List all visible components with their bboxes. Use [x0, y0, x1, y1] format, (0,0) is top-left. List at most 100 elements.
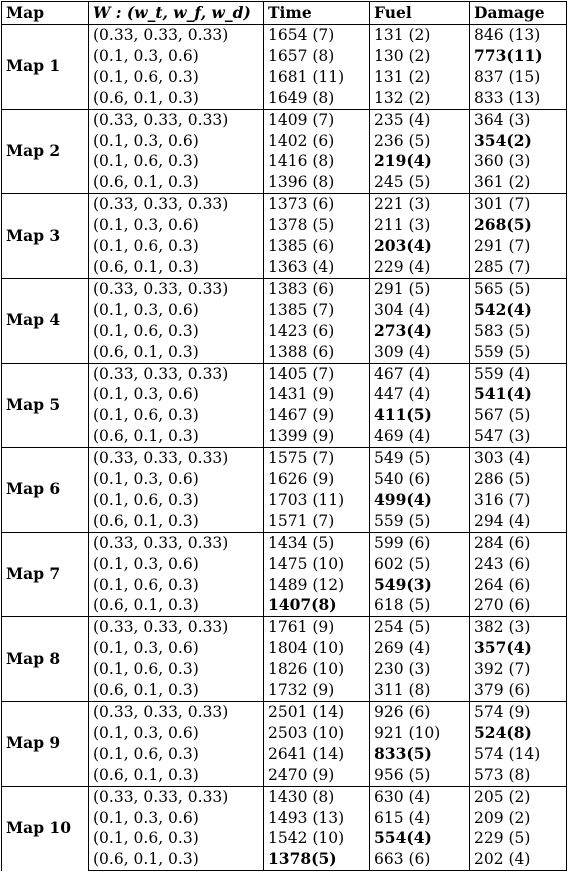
- table-row: Map 8 (0.33, 0.33, 0.33) 1761 (9) 254 (5) 38…: [1, 616, 567, 702]
- weights-cell: (0.1, 0.6, 0.3): [88, 828, 264, 850]
- damage-cell: 294 (4): [469, 510, 567, 533]
- time-cell: 1826 (10): [263, 659, 370, 681]
- time-cell: 1363 (4): [263, 256, 370, 279]
- time-cell: 1378 (5): [263, 215, 370, 237]
- fuel-cell: 921 (10): [369, 722, 470, 744]
- map-name-cell: Map 3: [1, 193, 89, 279]
- damage-cell: 268(5): [469, 215, 567, 237]
- fuel-cell: 219(4): [369, 151, 470, 173]
- weights-cell: (0.6, 0.1, 0.3): [88, 595, 264, 618]
- weights-cell: (0.1, 0.6, 0.3): [88, 743, 264, 765]
- damage-cell: 567 (5): [469, 405, 567, 427]
- damage-cell: 285 (7): [469, 256, 567, 279]
- weights-cell: (0.1, 0.3, 0.6): [88, 807, 264, 829]
- fuel-cell: 254 (5): [369, 616, 470, 639]
- map-name-cell: Map 1: [1, 24, 89, 110]
- time-cell: 1489 (12): [263, 574, 370, 596]
- weights-cell: (0.1, 0.6, 0.3): [88, 320, 264, 342]
- damage-cell: 364 (3): [469, 108, 567, 131]
- map-name-cell: Map 10: [1, 785, 89, 871]
- fuel-cell: 447 (4): [369, 384, 470, 406]
- fuel-cell: 926 (6): [369, 700, 470, 723]
- table-row: (0.6, 0.1, 0.3) 1363 (4) 229 (4) 285 (7): [2, 256, 567, 279]
- time-cell: 1409 (7): [263, 108, 370, 131]
- weights-cell: (0.33, 0.33, 0.33): [88, 700, 264, 723]
- weights-cell: (0.1, 0.3, 0.6): [88, 384, 264, 406]
- weights-cell: (0.33, 0.33, 0.33): [88, 108, 264, 131]
- table-row: (0.6, 0.1, 0.3) 1732 (9) 311 (8) 379 (6): [2, 680, 567, 703]
- map-name-cell: Map 7: [1, 531, 89, 617]
- damage-cell: 583 (5): [469, 320, 567, 342]
- fuel-cell: 304 (4): [369, 299, 470, 321]
- fuel-cell: 230 (3): [369, 659, 470, 681]
- time-cell: 1703 (11): [263, 489, 370, 511]
- table-row: (0.1, 0.3, 0.6) 1402 (6) 236 (5) 354(2): [2, 130, 567, 152]
- weights-cell: (0.1, 0.3, 0.6): [88, 45, 264, 67]
- fuel-cell: 467 (4): [369, 362, 470, 385]
- fuel-cell: 663 (6): [369, 849, 470, 872]
- table-row: Map 10 (0.33, 0.33, 0.33) 1430 (8) 630 (4) 2…: [1, 785, 567, 871]
- fuel-cell: 245 (5): [369, 172, 470, 195]
- fuel-cell: 269 (4): [369, 638, 470, 660]
- table-row: (0.6, 0.1, 0.3) 2470 (9) 956 (5) 573 (8): [2, 764, 567, 787]
- time-cell: 1383 (6): [263, 277, 370, 300]
- weights-cell: (0.6, 0.1, 0.3): [88, 256, 264, 279]
- damage-cell: 773(11): [469, 45, 567, 67]
- fuel-cell: 956 (5): [369, 764, 470, 787]
- table-row: (0.1, 0.3, 0.6) 1385 (7) 304 (4) 542(4): [2, 299, 567, 321]
- weights-cell: (0.33, 0.33, 0.33): [88, 531, 264, 554]
- table-row: (0.1, 0.6, 0.3) 1703 (11) 499(4) 316 (7): [2, 489, 567, 511]
- weights-cell: (0.1, 0.6, 0.3): [88, 151, 264, 173]
- map-name-cell: Map 4: [1, 277, 89, 363]
- header-map: Map: [1, 1, 89, 25]
- time-cell: 1402 (6): [263, 130, 370, 152]
- damage-cell: 264 (6): [469, 574, 567, 596]
- time-cell: 2641 (14): [263, 743, 370, 765]
- map-name-cell: Map 2: [1, 108, 89, 194]
- table-row: (0.6, 0.1, 0.3) 1396 (8) 245 (5) 361 (2): [2, 172, 567, 195]
- table-row: (0.1, 0.6, 0.3) 1489 (12) 549(3) 264 (6): [2, 574, 567, 596]
- fuel-cell: 833(5): [369, 743, 470, 765]
- time-cell: 1388 (6): [263, 341, 370, 364]
- table-row: (0.6, 0.1, 0.3) 1407(8) 618 (5) 270 (6): [2, 595, 567, 618]
- fuel-cell: 469 (4): [369, 426, 470, 449]
- fuel-cell: 291 (5): [369, 277, 470, 300]
- table-row: (0.6, 0.1, 0.3) 1571 (7) 559 (5) 294 (4): [2, 510, 567, 533]
- damage-cell: 565 (5): [469, 277, 567, 300]
- time-cell: 1493 (13): [263, 807, 370, 829]
- table-row: (0.1, 0.3, 0.6) 1431 (9) 447 (4) 541(4): [2, 384, 567, 406]
- damage-cell: 301 (7): [469, 193, 567, 216]
- weights-cell: (0.1, 0.3, 0.6): [88, 553, 264, 575]
- time-cell: 1542 (10): [263, 828, 370, 850]
- time-cell: 1804 (10): [263, 638, 370, 660]
- fuel-cell: 311 (8): [369, 680, 470, 703]
- table-row: Map 3 (0.33, 0.33, 0.33) 1373 (6) 221 (3) 30…: [1, 193, 567, 279]
- map-name-cell: Map 5: [1, 362, 89, 448]
- time-cell: 1657 (8): [263, 45, 370, 67]
- damage-cell: 205 (2): [469, 785, 567, 808]
- time-cell: 1405 (7): [263, 362, 370, 385]
- weights-cell: (0.33, 0.33, 0.33): [88, 277, 264, 300]
- weights-cell: (0.1, 0.3, 0.6): [88, 469, 264, 490]
- table-row: Map 7 (0.33, 0.33, 0.33) 1434 (5) 599 (6) 28…: [1, 531, 567, 617]
- weights-cell: (0.6, 0.1, 0.3): [88, 510, 264, 533]
- damage-cell: 574 (9): [469, 700, 567, 723]
- weights-cell: (0.1, 0.6, 0.3): [88, 659, 264, 681]
- time-cell: 1416 (8): [263, 151, 370, 173]
- fuel-cell: 411(5): [369, 405, 470, 427]
- damage-cell: 316 (7): [469, 489, 567, 511]
- fuel-cell: 235 (4): [369, 108, 470, 131]
- time-cell: 2470 (9): [263, 764, 370, 787]
- weights-cell: (0.6, 0.1, 0.3): [88, 426, 264, 449]
- weights-cell: (0.33, 0.33, 0.33): [88, 616, 264, 639]
- weights-cell: (0.33, 0.33, 0.33): [88, 23, 264, 46]
- weights-cell: (0.1, 0.3, 0.6): [88, 722, 264, 744]
- fuel-cell: 203(4): [369, 236, 470, 257]
- table-row: (0.6, 0.1, 0.3) 1378(5) 663 (6) 202 (4): [2, 849, 567, 872]
- time-cell: 1571 (7): [263, 510, 370, 533]
- time-cell: 1654 (7): [263, 23, 370, 46]
- weights-cell: (0.1, 0.6, 0.3): [88, 236, 264, 257]
- damage-cell: 559 (5): [469, 341, 567, 364]
- damage-cell: 243 (6): [469, 553, 567, 575]
- table-row: (0.1, 0.6, 0.3) 1423 (6) 273(4) 583 (5): [2, 320, 567, 342]
